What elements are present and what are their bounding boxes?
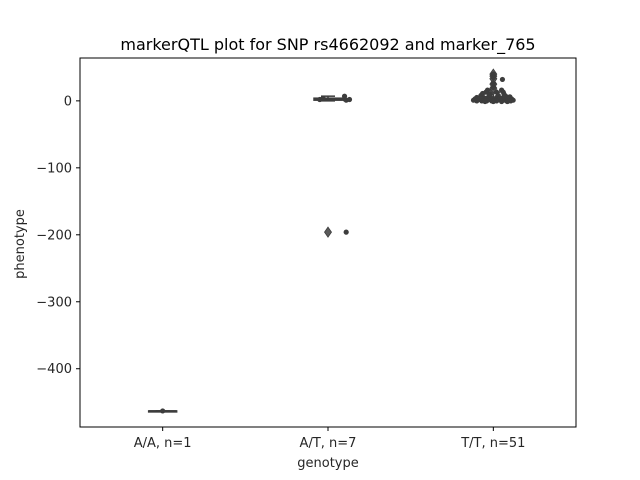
data-point <box>474 98 480 104</box>
data-point <box>490 84 496 91</box>
x-axis-label: genotype <box>297 456 358 471</box>
x-tick-label: T/T, n=51 <box>460 436 525 451</box>
y-tick-label: −400 <box>36 362 72 377</box>
data-point <box>490 80 496 87</box>
chart-title: markerQTL plot for SNP rs4662092 and mar… <box>120 35 535 55</box>
data-point <box>160 408 166 414</box>
data-point <box>346 96 353 103</box>
x-tick-label: A/A, n=1 <box>134 436 192 451</box>
y-tick-label: −100 <box>36 161 72 176</box>
plot-area: 0 −100 −200 −300 −400 A/A, n=1 A/T, n=7 T/T, n=… <box>36 57 577 451</box>
data-point <box>343 229 349 235</box>
data-point <box>504 98 510 105</box>
plot-frame <box>79 57 577 428</box>
y-axis-label: phenotype <box>13 209 28 279</box>
data-point <box>482 98 488 105</box>
data-point <box>320 95 326 101</box>
data-point <box>499 76 506 83</box>
x-tick-label: A/T, n=7 <box>300 436 357 451</box>
data-point <box>490 74 496 81</box>
data-point <box>490 98 496 105</box>
data-point <box>499 98 505 105</box>
y-tick-label: −200 <box>36 228 72 243</box>
y-tick-label: 0 <box>64 94 72 109</box>
y-tick-label: −300 <box>36 295 72 310</box>
outlier-marker <box>324 226 332 238</box>
